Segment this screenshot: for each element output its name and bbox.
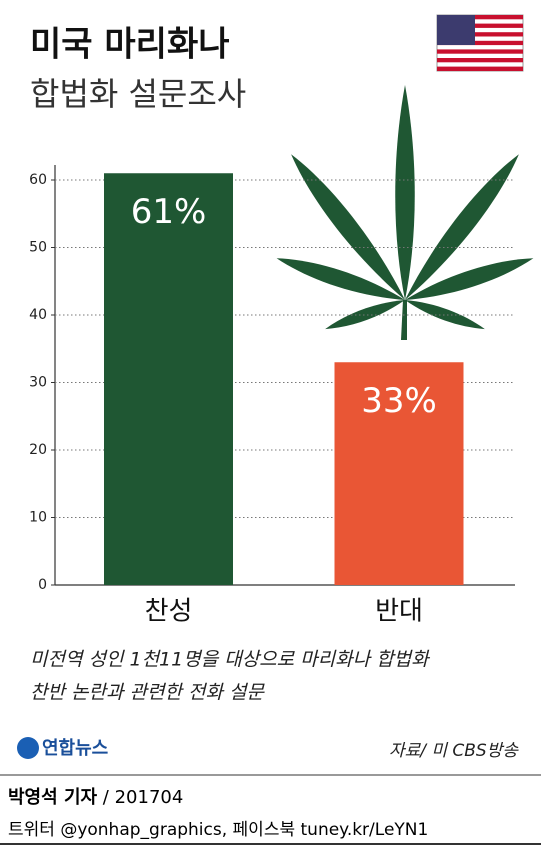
value-label: 61% bbox=[131, 192, 207, 232]
bar bbox=[334, 362, 464, 585]
y-tick-label: 20 bbox=[29, 442, 47, 458]
chart-subtitle: 합법화 설문조사 bbox=[30, 75, 246, 113]
y-tick-label: 60 bbox=[29, 172, 47, 188]
note: 미전역 성인 1천11명을 대상으로 마리화나 합법화 bbox=[30, 649, 430, 671]
contact: 트위터 @yonhap_graphics, 페이스북 tuney.kr/LeYN… bbox=[8, 820, 428, 840]
cannabis-leaf bbox=[276, 85, 534, 340]
bar bbox=[104, 173, 233, 585]
y-tick-label: 50 bbox=[29, 240, 47, 256]
source: 자료/ 미 CBS방송 bbox=[389, 741, 519, 761]
x-tick-label: 반대 bbox=[375, 597, 423, 627]
chart-title: 미국 마리화나 bbox=[30, 25, 230, 65]
separator: / bbox=[97, 787, 115, 808]
y-tick-label: 40 bbox=[29, 307, 47, 323]
brand-logo bbox=[17, 737, 39, 759]
y-tick-label: 10 bbox=[29, 510, 47, 526]
note: 찬반 논란과 관련한 전화 설문 bbox=[30, 682, 265, 704]
brand: 연합뉴스 bbox=[42, 737, 108, 759]
byline: 박영석 기자 bbox=[8, 787, 98, 808]
date: 201704 bbox=[115, 787, 184, 808]
x-tick-label: 찬성 bbox=[145, 597, 193, 627]
y-tick-label: 0 bbox=[38, 577, 47, 593]
y-tick-label: 30 bbox=[29, 375, 47, 391]
us-flag bbox=[436, 14, 524, 72]
footer-line: 박영석 기자 / 201704 bbox=[8, 787, 183, 808]
value-label: 33% bbox=[361, 381, 437, 421]
